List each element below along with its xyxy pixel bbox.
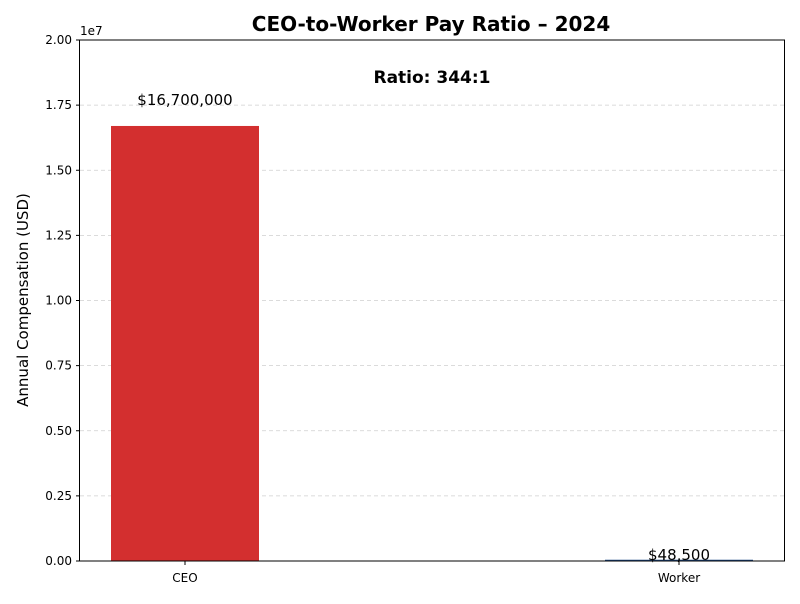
y-axis-ticks: 0.00 0.25 0.50 0.75 1.00 1.25 1.50 1.75 2.00: [45, 33, 80, 568]
bar-value-label: $16,700,000: [137, 91, 232, 109]
grid-lines: [80, 104, 784, 497]
y-tick-label: 1.00: [45, 294, 72, 308]
y-axis-offset-label: 1e7: [80, 24, 103, 38]
y-tick-label: 0.75: [45, 359, 72, 373]
y-axis-label: Annual Compensation (USD): [14, 193, 32, 407]
bars: [111, 125, 753, 561]
x-axis-ticks: CEO Worker: [172, 561, 700, 585]
bar-worker: [605, 559, 753, 561]
y-tick-label: 0.00: [45, 554, 72, 568]
x-tick-label: CEO: [172, 571, 197, 585]
y-tick-label: 1.50: [45, 163, 72, 177]
y-tick-label: 1.75: [45, 98, 72, 112]
y-tick-label: 0.50: [45, 424, 72, 438]
y-tick-label: 1.25: [45, 228, 72, 242]
ratio-annotation: Ratio: 344:1: [373, 68, 490, 88]
y-tick-label: 2.00: [45, 33, 72, 47]
data-labels: $16,700,000 $48,500: [137, 91, 710, 564]
bar-ceo: [111, 125, 259, 561]
y-tick-label: 0.25: [45, 489, 72, 503]
x-tick-label: Worker: [658, 571, 700, 585]
bar-value-label: $48,500: [648, 546, 710, 564]
chart-title: CEO-to-Worker Pay Ratio – 2024: [252, 12, 610, 36]
